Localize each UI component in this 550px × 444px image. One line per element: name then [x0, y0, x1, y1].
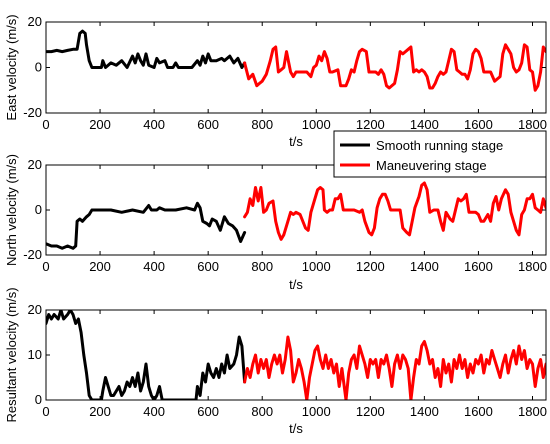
x-tick-label: 400	[143, 259, 165, 274]
y-tick-label: 20	[28, 302, 42, 317]
panel-1: 0 200 400 600 800 1000 1200 1400 1600 1800-20020t…	[4, 14, 547, 149]
x-tick-label: 0	[42, 259, 49, 274]
x-tick-label: 200	[89, 117, 111, 132]
series-line-smooth-running	[46, 29, 247, 69]
series-line-maneuvering	[243, 335, 546, 400]
legend: Smooth running stage Maneuvering stage	[333, 130, 547, 178]
x-tick-label: 1400	[410, 259, 439, 274]
x-tick-label: 800	[251, 259, 273, 274]
y-tick-label: 0	[35, 392, 42, 407]
x-tick-label: 1400	[410, 117, 439, 132]
axes-box	[45, 164, 547, 256]
x-tick-label: 200	[89, 259, 111, 274]
x-tick-label: 400	[143, 117, 165, 132]
x-tick-label: 1000	[302, 259, 331, 274]
x-tick-label: 1600	[464, 404, 493, 419]
x-tick-label: 600	[197, 259, 219, 274]
x-tick-label: 1600	[464, 117, 493, 132]
legend-box	[333, 130, 547, 178]
series-line-maneuvering	[243, 43, 546, 92]
y-tick-label: 20	[28, 14, 42, 29]
y-tick-label: 0	[35, 202, 42, 217]
panel-3: 0 200 400 600 800 1000 1200 1400 1600 1800 0 10 20 t/…	[4, 287, 547, 436]
x-axis-label: t/s	[289, 277, 303, 292]
x-tick-label: 1200	[356, 259, 385, 274]
x-tick-label: 200	[89, 404, 111, 419]
x-tick-label: 400	[143, 404, 165, 419]
x-tick-label: 1000	[302, 404, 331, 419]
axes-box	[45, 309, 547, 401]
x-tick-label: 1200	[356, 117, 385, 132]
x-tick-label: 0	[42, 117, 49, 132]
y-tick-label: 0	[35, 60, 42, 75]
series-line-maneuvering	[243, 181, 546, 241]
series-line-smooth-running	[46, 310, 247, 400]
x-tick-label: 1800	[518, 259, 547, 274]
x-tick-label: 600	[197, 117, 219, 132]
panel-2: 0 200 400 600 800 1000 1200 1400 1600 1800-20020t…	[4, 154, 547, 292]
x-tick-label: 1800	[518, 117, 547, 132]
y-tick-label: -20	[23, 247, 42, 262]
x-tick-label: 1600	[464, 259, 493, 274]
x-axis-label: t/s	[289, 134, 303, 149]
y-tick-label: 20	[28, 157, 42, 172]
y-tick-label: -20	[23, 105, 42, 120]
x-tick-label: 800	[251, 117, 273, 132]
y-tick-label: 10	[28, 347, 42, 362]
legend-label-maneuvering: Maneuvering stage	[376, 158, 487, 173]
x-tick-label: 0	[42, 404, 49, 419]
legend-label-smooth-running: Smooth running stage	[376, 138, 503, 153]
y-axis-label: East velocity (m/s)	[4, 14, 19, 120]
x-axis-label: t/s	[289, 421, 303, 436]
x-tick-label: 1400	[410, 404, 439, 419]
x-tick-label: 1800	[518, 404, 547, 419]
y-axis-label: Resultant velocity (m/s)	[4, 287, 19, 422]
x-tick-label: 800	[251, 404, 273, 419]
x-tick-label: 1200	[356, 404, 385, 419]
y-axis-label: North velocity (m/s)	[4, 154, 19, 266]
x-tick-label: 1000	[302, 117, 331, 132]
series-line-smooth-running	[46, 201, 247, 250]
x-tick-label: 600	[197, 404, 219, 419]
